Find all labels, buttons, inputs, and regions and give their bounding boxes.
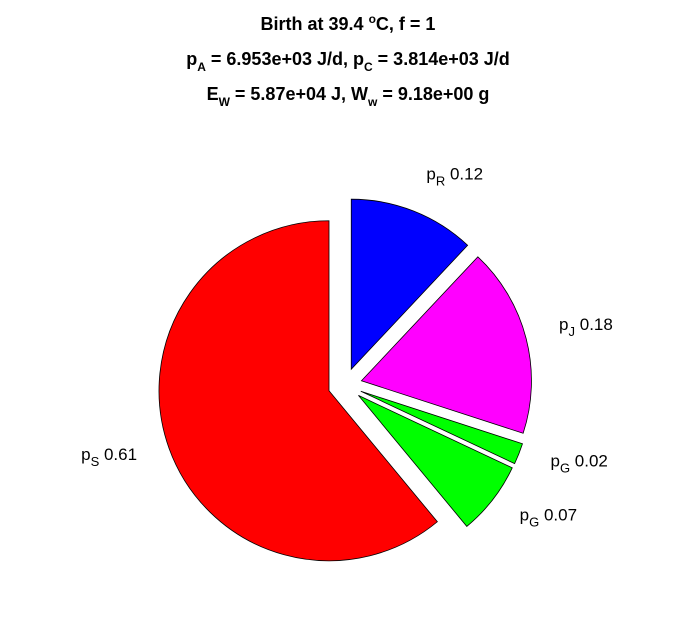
label-name: p (559, 315, 568, 334)
text-part: = 5.87e+04 J, W (230, 84, 368, 104)
label-value: 0.61 (104, 445, 137, 464)
slice-label: pG 0.07 (520, 505, 577, 529)
label-value: 0.18 (580, 315, 613, 334)
label-name: p (520, 505, 529, 524)
label-sub: J (569, 324, 576, 339)
text-part: W (219, 95, 231, 109)
slice-label: pG 0.02 (550, 451, 607, 475)
text-part: C (364, 60, 373, 74)
text-part: C, f = 1 (376, 14, 436, 34)
text-part: w (367, 95, 378, 109)
text-part: o (369, 12, 376, 26)
text-part: E (207, 84, 219, 104)
label-sub: S (91, 454, 100, 469)
text-part: = 6.953e+03 J/d, p (206, 49, 364, 69)
slice-label: pS 0.61 (81, 445, 137, 469)
slice-label: pJ 0.18 (559, 315, 613, 339)
text-part: p (186, 49, 197, 69)
pie-slice (358, 395, 513, 527)
pie-slice (360, 390, 523, 465)
slice-label: pR 0.12 (426, 165, 483, 189)
chart-title: pA = 6.953e+03 J/d, pC = 3.814e+03 J/d (186, 49, 510, 74)
label-value: 0.12 (450, 165, 483, 184)
label-value: 0.02 (575, 451, 608, 470)
label-value: 0.07 (544, 505, 577, 524)
text-part: = 9.18e+00 g (377, 84, 489, 104)
pie-slice (158, 220, 438, 562)
label-sub: G (529, 514, 539, 529)
text-part: A (197, 60, 206, 74)
label-name: p (426, 165, 435, 184)
chart-title: EW = 5.87e+04 J, Ww = 9.18e+00 g (207, 84, 490, 109)
label-sub: R (436, 174, 445, 189)
label-name: p (550, 451, 559, 470)
chart-title: Birth at 39.4 oC, f = 1 (261, 12, 436, 34)
pie-slice (360, 256, 532, 434)
pie-slice (350, 198, 469, 371)
text-part: = 3.814e+03 J/d (373, 49, 510, 69)
label-sub: G (560, 460, 570, 475)
text-part: Birth at 39.4 (261, 14, 369, 34)
label-name: p (81, 445, 90, 464)
